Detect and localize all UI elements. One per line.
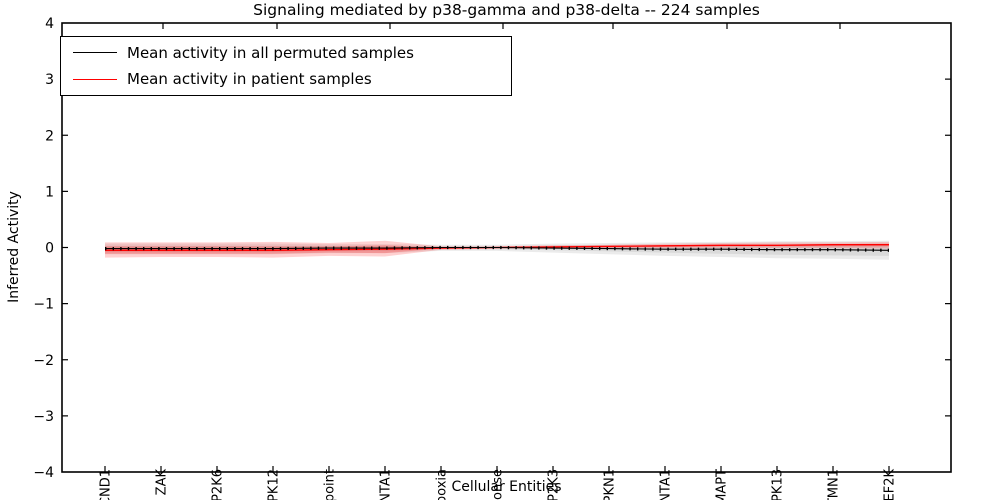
y-tick-label: −3 [33,409,54,425]
y-tick-label: −2 [33,353,54,369]
legend-entry-patient: Mean activity in patient samples [61,66,511,92]
y-tick-label: 0 [45,241,54,257]
x-category-label: MAPT [715,469,730,500]
chart-title: Signaling mediated by p38-gamma and p38-… [253,1,760,19]
y-tick-label: −1 [33,297,54,313]
x-category-label: MAP2K6 [211,469,226,500]
x-category-label: hyperosmotic response [491,469,506,500]
y-tick-label: −4 [33,465,54,481]
y-tick-label: 4 [45,16,54,32]
x-category-label: PKN1 [603,469,618,500]
y-tick-label: 1 [45,184,54,200]
x-category-label: G2/M transition checkpoint [323,469,338,500]
x-category-label: ZAK [155,469,170,496]
x-category-label: p38 gamma/SNTA1 [379,469,394,500]
legend-label-patient: Mean activity in patient samples [127,70,372,89]
permuted-mean-line [105,246,890,251]
x-category-label: EEF2K [883,469,898,500]
y-tick-label: 3 [45,72,54,88]
x-category-label: SNTA1 [659,469,674,500]
legend-line-sample-black [73,52,117,54]
permuted-band-inner [105,244,889,256]
legend-line-sample-red [73,78,117,80]
x-axis-label: Cellular Entities [451,479,562,495]
x-category-label: MAPK12 [267,469,282,500]
x-category-label: MAP2K3 [547,469,562,500]
x-category-label: MAPK13 [771,469,786,500]
legend-box: Mean activity in all permuted samples Me… [60,36,512,96]
x-category-label: CCND1 [99,469,114,500]
legend-label-permuted: Mean activity in all permuted samples [127,43,414,62]
legend-entry-permuted: Mean activity in all permuted samples [61,40,511,66]
x-category-label: STMN1 [827,469,842,500]
y-axis-label: Inferred Activity [6,191,22,303]
y-tick-label: 2 [45,128,54,144]
x-category-label: response to hypoxia [435,469,450,500]
